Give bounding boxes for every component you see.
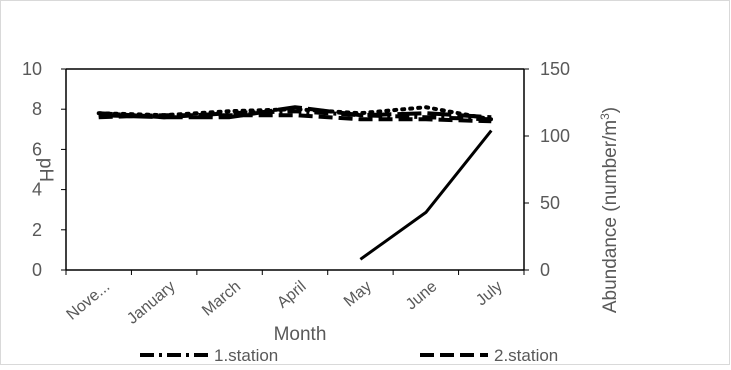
y-right-tick-label: 100 — [540, 126, 570, 146]
series-layer — [96, 105, 494, 261]
y-axis-right-title-close: ) — [600, 107, 621, 113]
x-axis-title: Month — [274, 324, 327, 345]
y-axis-right-title-main: Abundance (number/m — [600, 120, 621, 313]
series-line-4 — [98, 105, 492, 120]
legend-label: 1.station — [214, 346, 278, 365]
y-axis-right-title: Abundance (number/m3) — [598, 107, 621, 313]
y-right-tick-label: 0 — [540, 260, 550, 280]
series-line-5 — [359, 129, 493, 261]
y-right-tick-label: 150 — [540, 59, 570, 79]
y-axis-left-title: pH — [35, 158, 56, 182]
legend: 1.station 2.station — [140, 346, 558, 365]
y-right-tick-label: 50 — [540, 193, 560, 213]
y-left-tick-label: 6 — [32, 139, 42, 159]
y-left-tick-label: 10 — [22, 59, 42, 79]
y-left-tick-label: 8 — [32, 99, 42, 119]
y-left-tick-label: 0 — [32, 260, 42, 280]
y-axis-right-title-sup: 3 — [598, 113, 612, 120]
y-left-tick-label: 2 — [32, 220, 42, 240]
legend-label: 2.station — [494, 346, 558, 365]
y-left-tick-label: 4 — [32, 180, 42, 200]
